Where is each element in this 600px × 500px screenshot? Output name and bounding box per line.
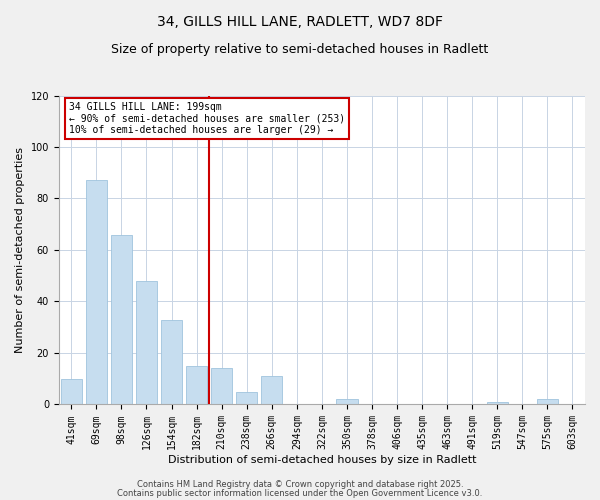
Text: 34 GILLS HILL LANE: 199sqm
← 90% of semi-detached houses are smaller (253)
10% o: 34 GILLS HILL LANE: 199sqm ← 90% of semi…: [70, 102, 346, 135]
Bar: [236, 392, 257, 404]
Bar: [161, 320, 182, 404]
Text: 34, GILLS HILL LANE, RADLETT, WD7 8DF: 34, GILLS HILL LANE, RADLETT, WD7 8DF: [157, 15, 443, 29]
Text: Contains public sector information licensed under the Open Government Licence v3: Contains public sector information licen…: [118, 488, 482, 498]
Text: Contains HM Land Registry data © Crown copyright and database right 2025.: Contains HM Land Registry data © Crown c…: [137, 480, 463, 489]
Bar: [86, 180, 107, 404]
Bar: [537, 400, 558, 404]
Bar: [336, 400, 358, 404]
Text: Size of property relative to semi-detached houses in Radlett: Size of property relative to semi-detach…: [112, 42, 488, 56]
Y-axis label: Number of semi-detached properties: Number of semi-detached properties: [15, 147, 25, 353]
Bar: [261, 376, 283, 404]
X-axis label: Distribution of semi-detached houses by size in Radlett: Distribution of semi-detached houses by …: [167, 455, 476, 465]
Bar: [186, 366, 207, 405]
Bar: [61, 378, 82, 404]
Bar: [136, 281, 157, 404]
Bar: [211, 368, 232, 404]
Bar: [111, 234, 132, 404]
Bar: [487, 402, 508, 404]
